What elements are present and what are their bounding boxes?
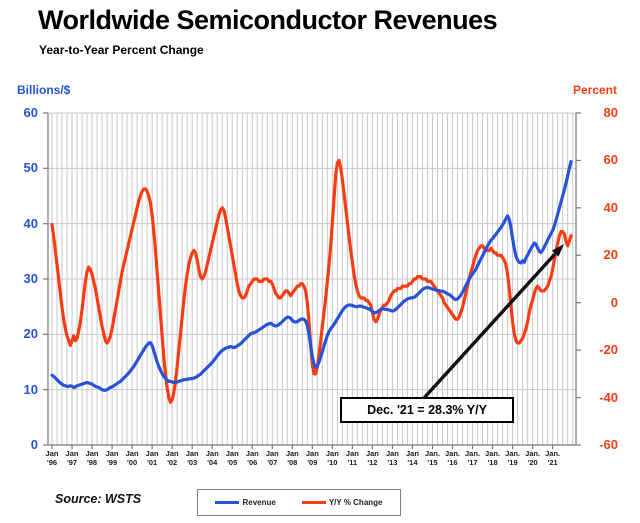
- yy-change-line-swatch: [301, 501, 326, 504]
- right-axis-tick-label: -40: [599, 389, 618, 405]
- x-axis-tick-label: Jan '99: [105, 449, 119, 467]
- x-axis-tick-label: Jan. '20: [525, 449, 541, 467]
- x-axis-tick-label: Jan '01: [145, 449, 159, 467]
- left-axis-tick-label: 10: [23, 381, 38, 397]
- revenue-line: [50, 160, 573, 392]
- x-axis-tick-label: Jan. '18: [485, 449, 501, 467]
- x-axis-tick-label: Jan '14: [405, 449, 419, 467]
- x-axis-tick-label: Jan '04: [205, 449, 219, 467]
- left-axis-tick-label: 60: [23, 105, 38, 120]
- left-axis-tick-label: 0: [30, 437, 38, 452]
- right-axis-unit-label: Percent: [572, 83, 617, 97]
- right-axis-tick-label: -20: [599, 342, 618, 358]
- x-axis-tick-label: Jan. '17: [465, 449, 481, 467]
- annotation-callout: Dec. '21 = 28.3% Y/Y: [340, 397, 514, 423]
- x-axis-tick-label: Jan '06: [245, 449, 259, 467]
- right-axis-tick-label: 80: [603, 105, 618, 120]
- chart-title: Worldwide Semiconductor Revenues: [38, 5, 498, 35]
- x-axis-tick-label: Jan '03: [185, 449, 199, 467]
- source-note: Source: WSTS: [55, 492, 142, 506]
- axis-frame: [43, 112, 581, 449]
- x-axis-tick-label: Jan '13: [385, 449, 399, 467]
- legend-label-yy-change: Y/Y % Change: [328, 498, 383, 507]
- right-axis-tick-label: 20: [603, 247, 618, 263]
- revenue-line-swatch: [215, 501, 240, 504]
- x-axis-tick-label: Jan. '19: [505, 449, 521, 467]
- x-axis-tick-label: Jan '98: [85, 449, 99, 467]
- x-axis-tick-label: Jan '07: [265, 449, 279, 467]
- annotation-arrow: [422, 244, 564, 400]
- right-axis-tick-label: 60: [603, 152, 618, 168]
- x-axis-tick-label: Jan '00: [125, 449, 139, 467]
- left-axis-tick-label: 50: [23, 160, 38, 176]
- x-axis-tick-label: Jan '10: [325, 449, 339, 467]
- legend-item-revenue: Revenue: [215, 498, 276, 507]
- right-axis-tick-label: 0: [610, 294, 618, 310]
- right-axis-tick-label: -60: [599, 437, 618, 452]
- gridlines: [48, 112, 576, 446]
- x-axis-tick-label: Jan. '16: [444, 449, 460, 467]
- x-axis-tick-label: Jan '02: [165, 449, 179, 467]
- x-axis-tick-label: Jan '05: [225, 449, 239, 467]
- annotation-text: Dec. '21 = 28.3% Y/Y: [367, 403, 487, 417]
- x-axis-tick-label: Jan '12: [365, 449, 379, 467]
- legend-label-revenue: Revenue: [242, 498, 276, 507]
- plot-area: [43, 112, 581, 449]
- left-axis-tick-label: 30: [23, 271, 38, 286]
- left-axis-tick-label: 40: [23, 215, 38, 231]
- x-axis-tick-label: Jan. '21: [545, 449, 561, 467]
- left-axis-tick-label: 20: [23, 326, 38, 342]
- x-axis-tick-label: Jan '96: [45, 449, 59, 467]
- x-axis-tick-label: Jan. '15: [424, 449, 440, 467]
- right-axis-tick-label: 40: [603, 199, 618, 215]
- yy-change-line: [50, 158, 573, 404]
- legend-box: Revenue Y/Y % Change: [197, 489, 401, 516]
- legend-item-yy-change: Y/Y % Change: [301, 498, 383, 507]
- left-axis-unit-label: Billions/$: [17, 83, 71, 97]
- x-axis-tick-label: Jan '11: [345, 449, 359, 467]
- x-axis-tick-label: Jan '97: [65, 449, 79, 467]
- plot-svg: [43, 112, 581, 449]
- x-axis-tick-label: Jan '09: [305, 449, 319, 467]
- x-axis-tick-label: Jan '08: [285, 449, 299, 467]
- chart-subtitle: Year-to-Year Percent Change: [39, 43, 204, 57]
